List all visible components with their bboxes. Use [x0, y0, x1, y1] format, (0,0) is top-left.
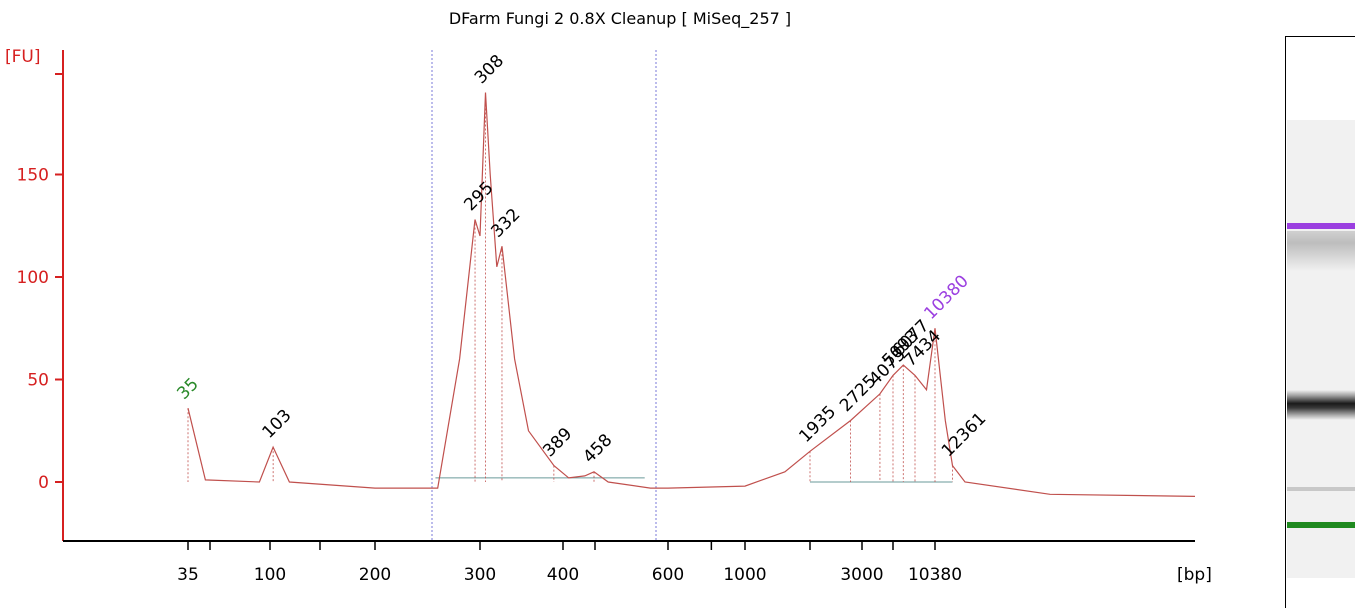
peak-label: 35: [173, 374, 202, 403]
y-tick-label: 50: [27, 371, 49, 391]
peak-label: 1935: [795, 402, 840, 447]
lower-marker-band: [1287, 522, 1355, 528]
peak-label: 103: [259, 406, 296, 443]
y-tick-label: 0: [38, 473, 49, 493]
x-tick-label: 3000: [840, 565, 883, 585]
x-tick-label: 300: [464, 565, 496, 585]
x-tick-label: 100: [254, 565, 286, 585]
region-markers: [431, 50, 657, 541]
x-tick-label: 200: [359, 565, 391, 585]
chart-title: DFarm Fungi 2 0.8X Cleanup [ MiSeq_257 ]: [449, 9, 791, 29]
x-tick-label: 400: [547, 565, 579, 585]
main-band: [1287, 390, 1355, 420]
trace-line: [187, 92, 1196, 497]
y-tick-label: 100: [17, 268, 49, 288]
x-tick-label: 35: [177, 565, 199, 585]
peak-label: 295: [460, 178, 497, 215]
peak-label: 308: [471, 51, 508, 88]
x-tick-label: 1000: [723, 565, 766, 585]
x-axis-label: [bp]: [1177, 565, 1212, 585]
x-tick-label: 10380: [908, 565, 962, 585]
axes: 0 50 100 150 35 100 200 300 400 600 1000 3000 10380: [17, 50, 1195, 585]
peak-integration-lines: [187, 92, 953, 483]
smear-band: [1287, 231, 1355, 271]
trace: [187, 92, 1196, 497]
gel-lane: [1287, 120, 1355, 578]
upper-marker-band: [1287, 223, 1355, 229]
peak-label: 12361: [938, 409, 990, 461]
faint-band: [1287, 487, 1355, 491]
peak-label: 389: [539, 424, 576, 461]
x-tick-label: 600: [652, 565, 684, 585]
peak-label: 10380: [920, 271, 972, 323]
y-tick-label: 150: [17, 166, 49, 186]
y-axis-label: [FU]: [5, 47, 41, 67]
peak-label: 458: [579, 430, 616, 467]
